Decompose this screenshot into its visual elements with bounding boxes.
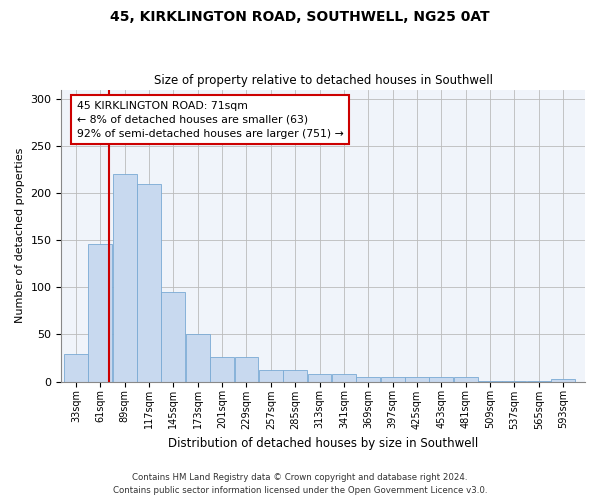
Bar <box>380 377 404 382</box>
Bar <box>161 292 185 382</box>
Bar <box>308 374 331 382</box>
Text: 45 KIRKLINGTON ROAD: 71sqm
← 8% of detached houses are smaller (63)
92% of semi-: 45 KIRKLINGTON ROAD: 71sqm ← 8% of detac… <box>77 101 344 139</box>
Bar <box>113 174 137 382</box>
Text: 45, KIRKLINGTON ROAD, SOUTHWELL, NG25 0AT: 45, KIRKLINGTON ROAD, SOUTHWELL, NG25 0A… <box>110 10 490 24</box>
Bar <box>283 370 307 382</box>
Bar <box>405 377 429 382</box>
Bar <box>454 377 478 382</box>
Bar <box>430 377 453 382</box>
Text: Contains HM Land Registry data © Crown copyright and database right 2024.
Contai: Contains HM Land Registry data © Crown c… <box>113 474 487 495</box>
Bar <box>186 334 210 382</box>
Bar <box>137 184 161 382</box>
Bar <box>502 380 526 382</box>
Bar <box>527 380 551 382</box>
Bar <box>210 357 234 382</box>
Bar <box>88 244 112 382</box>
Bar <box>259 370 283 382</box>
Title: Size of property relative to detached houses in Southwell: Size of property relative to detached ho… <box>154 74 493 87</box>
Bar <box>551 378 575 382</box>
Bar <box>332 374 356 382</box>
Bar <box>356 377 380 382</box>
Bar <box>478 380 502 382</box>
Bar <box>64 354 88 382</box>
X-axis label: Distribution of detached houses by size in Southwell: Distribution of detached houses by size … <box>168 437 478 450</box>
Y-axis label: Number of detached properties: Number of detached properties <box>15 148 25 323</box>
Bar <box>235 357 259 382</box>
